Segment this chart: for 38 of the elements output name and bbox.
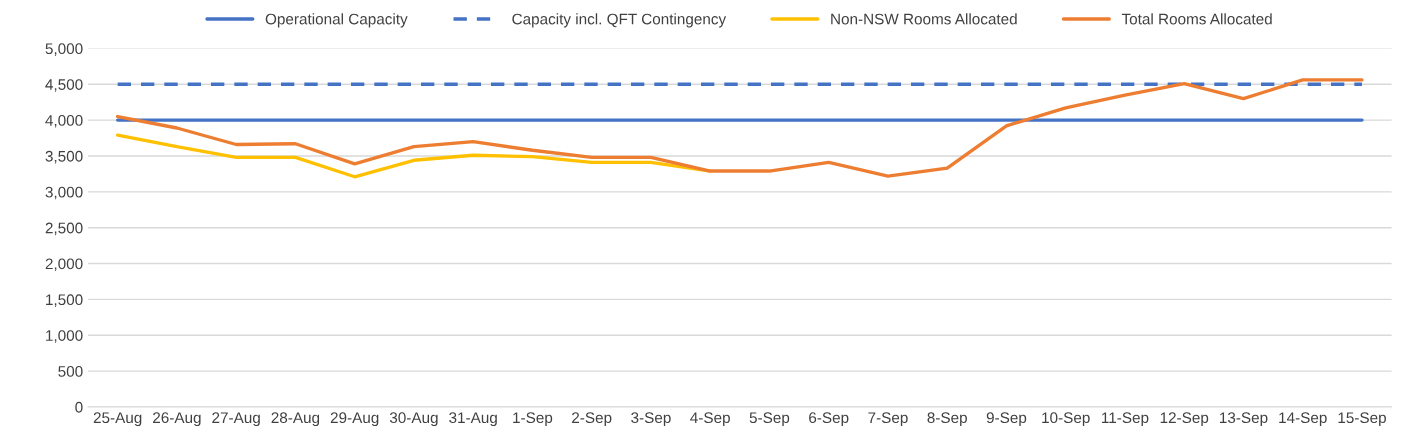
y-tick-label: 2,500 <box>45 222 83 236</box>
line-series <box>116 78 1364 178</box>
y-tick-label: 4,000 <box>45 114 83 128</box>
x-tick-label: 1-Sep <box>513 412 553 427</box>
x-tick-label: 2-Sep <box>572 412 612 427</box>
x-tick-label: 25-Aug <box>93 412 142 427</box>
x-tick-label: 30-Aug <box>389 412 438 427</box>
x-tick-label: 6-Sep <box>809 412 849 427</box>
legend-label: Operational Capacity <box>265 13 408 28</box>
x-tick-label: 10-Sep <box>1042 412 1090 427</box>
x-tick-label: 27-Aug <box>212 412 260 427</box>
x-tick-label: 15-Sep <box>1338 412 1386 427</box>
x-tick-label: 26-Aug <box>153 412 201 427</box>
x-tick-label: 9-Sep <box>986 412 1027 427</box>
legend-label: Capacity incl. QFT Contingency <box>512 13 727 28</box>
legend-label: Non-NSW Rooms Allocated <box>831 13 1017 25</box>
legend-label: Total Rooms Allocated <box>1121 13 1272 25</box>
y-tick-label: 3,500 <box>45 150 83 164</box>
y-tick-label: 5,000 <box>45 43 83 56</box>
y-tick-label: 1,000 <box>46 330 83 343</box>
x-tick-label: 13-Sep <box>1220 412 1268 427</box>
x-tick-label: 8-Sep <box>927 412 967 427</box>
y-tick-label: 1,500 <box>46 294 83 307</box>
x-tick-label: 3-Sep <box>631 412 671 427</box>
y-tick-label: 3,000 <box>45 186 83 200</box>
y-tick-label: 500 <box>58 366 83 377</box>
x-tick-label: 31-Aug <box>449 412 497 427</box>
y-tick-label: 0 <box>75 401 83 413</box>
y-tick-label: 2,000 <box>45 258 83 272</box>
x-tick-label: 7-Sep <box>868 412 908 427</box>
x-tick-label: 29-Aug <box>330 412 379 427</box>
x-tick-label: 11-Sep <box>1102 412 1149 427</box>
x-tick-label: 12-Sep <box>1160 412 1209 427</box>
x-tick-label: 14-Sep <box>1279 412 1327 427</box>
x-tick-label: 28-Aug <box>271 412 320 427</box>
x-tick-label: 4-Sep <box>690 412 730 427</box>
x-tick-label: 5-Sep <box>749 412 790 427</box>
y-tick-label: 4,500 <box>45 79 83 92</box>
